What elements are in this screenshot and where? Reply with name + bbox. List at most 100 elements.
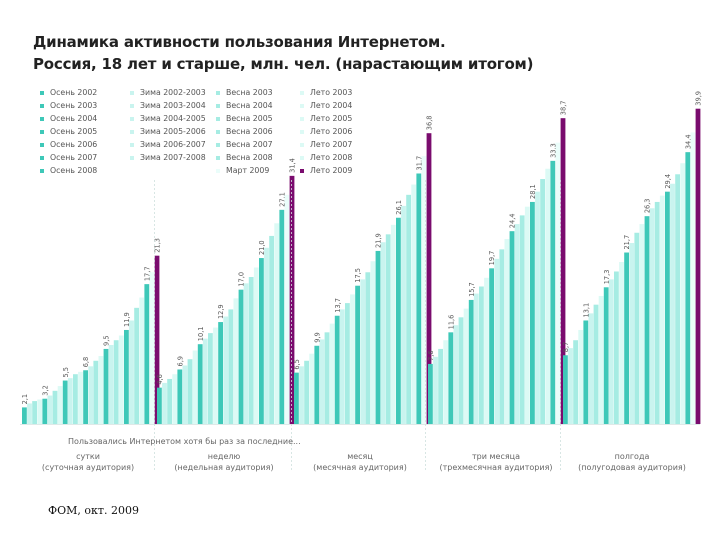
data-label: 28,1	[529, 184, 537, 199]
bar	[177, 369, 183, 424]
legend-label: Весна 2005	[226, 114, 273, 123]
bar	[573, 340, 578, 424]
bar	[583, 320, 589, 424]
legend-item: Весна 2008	[216, 151, 273, 164]
bar	[695, 108, 701, 424]
legend-item: Зима 2006-2007	[130, 138, 206, 151]
legend-item: Зима 2002-2003	[130, 86, 206, 99]
bar	[319, 339, 325, 424]
bar	[228, 309, 234, 424]
data-label: 21,3	[154, 238, 162, 253]
bar	[233, 298, 239, 424]
legend-item: Лето 2007	[300, 138, 352, 151]
data-label: 6,8	[82, 357, 90, 368]
bar	[484, 277, 489, 424]
bar	[360, 279, 366, 424]
legend-label: Зима 2004-2005	[140, 114, 206, 123]
bar	[248, 277, 254, 424]
bar	[238, 289, 244, 424]
legend-swatch	[300, 155, 304, 160]
bar	[504, 239, 510, 424]
legend-swatch	[216, 168, 220, 173]
data-label: 4,6	[156, 374, 164, 385]
data-label: 31,4	[289, 158, 297, 173]
bar	[598, 295, 604, 424]
bar	[453, 325, 459, 424]
legend-label: Осень 2006	[50, 140, 98, 149]
bar	[113, 340, 119, 424]
bar	[339, 309, 345, 424]
legend-label: Лето 2008	[310, 153, 353, 162]
data-label: 27,1	[278, 192, 286, 207]
legend-item: Осень 2007	[40, 151, 97, 164]
legend-item: Лето 2008	[300, 151, 352, 164]
data-label: 21,9	[375, 233, 383, 248]
bar	[619, 262, 624, 424]
bar	[284, 194, 290, 424]
legend-swatch	[216, 155, 220, 160]
legend-swatch	[130, 129, 134, 134]
data-label: 17,5	[354, 268, 362, 283]
legend-swatch	[216, 103, 220, 108]
bar	[603, 287, 609, 424]
data-label: 8,7	[562, 342, 570, 353]
bar	[578, 329, 584, 424]
legend-label: Осень 2004	[50, 114, 98, 123]
bar	[223, 316, 229, 424]
legend-label: Осень 2005	[50, 127, 98, 136]
bar	[22, 407, 27, 424]
bar	[187, 359, 193, 424]
legend-label: Март 2009	[226, 166, 270, 175]
bar	[57, 386, 63, 424]
data-label: 9,9	[313, 332, 321, 343]
source-note: ФОМ, окт. 2009	[48, 504, 139, 517]
bar	[614, 271, 619, 424]
legend-item: Лето 2009	[300, 164, 352, 177]
data-label: 21,7	[623, 235, 631, 250]
bar	[83, 370, 88, 424]
group-subtitle: (недельная аудитория)	[174, 463, 274, 472]
bar	[540, 179, 545, 424]
bar	[463, 308, 469, 424]
legend-swatch	[40, 129, 44, 134]
bar	[535, 191, 540, 424]
bar	[644, 216, 650, 424]
legend-column: Зима 2002-2003 Зима 2003-2004 Зима 2004-20…	[130, 86, 206, 164]
bar	[32, 401, 37, 424]
bar	[88, 366, 94, 424]
bar	[428, 363, 433, 424]
bar	[269, 235, 274, 424]
legend-item: Лето 2003	[300, 86, 352, 99]
bar	[324, 332, 330, 424]
bar	[314, 345, 320, 424]
legend-item: Весна 2006	[216, 125, 273, 138]
legend-item: Осень 2005	[40, 125, 97, 138]
legend-column: Осень 2002 Осень 2003 Осень 2004 Осень 2005…	[40, 86, 97, 177]
group-name: три месяца	[472, 452, 520, 461]
data-label: 26,3	[644, 198, 652, 213]
bar	[390, 224, 396, 424]
data-label: 24,4	[509, 213, 517, 228]
bar	[489, 268, 494, 424]
bar	[62, 380, 68, 424]
legend-label: Зима 2002-2003	[140, 88, 206, 97]
bar	[416, 173, 422, 424]
bar	[134, 307, 139, 424]
group-name: сутки	[76, 452, 100, 461]
legend-swatch	[300, 168, 304, 173]
bar	[411, 184, 417, 424]
data-label: 13,1	[582, 303, 590, 318]
data-label: 7,6	[427, 350, 435, 361]
chart-title-line2: Россия, 18 лет и старше, млн. чел. (нара…	[33, 55, 534, 73]
data-label: 15,7	[468, 282, 476, 297]
bar	[259, 258, 264, 424]
legend-swatch	[130, 116, 134, 121]
bar	[73, 374, 78, 424]
group-label: полгода (полугодовая аудитория)	[572, 451, 692, 473]
bar	[458, 317, 464, 424]
bar	[370, 261, 376, 424]
legend-item: Лето 2004	[300, 99, 352, 112]
bar	[685, 152, 691, 424]
legend-swatch	[300, 142, 304, 147]
